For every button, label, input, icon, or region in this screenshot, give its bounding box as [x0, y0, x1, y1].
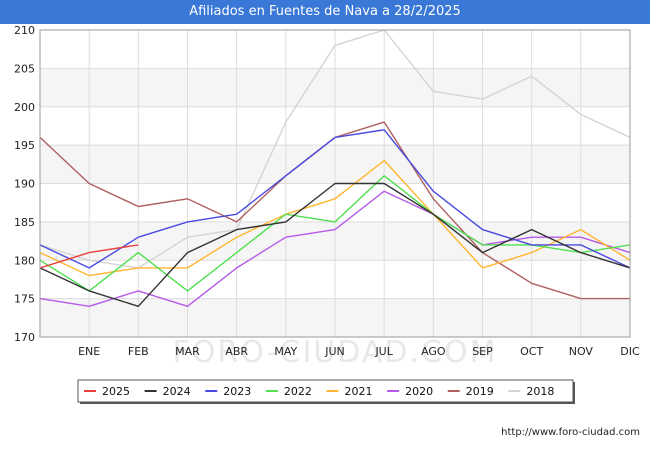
x-tick-label: AGO [421, 345, 446, 358]
x-tick-label: SEP [472, 345, 493, 358]
series-line-2024 [39, 182, 631, 307]
series-lines [39, 29, 631, 307]
series-line-2023 [39, 129, 631, 269]
y-tick-label: 185 [14, 216, 35, 229]
x-tick-label: MAY [274, 345, 297, 358]
y-tick-label: 205 [14, 62, 35, 75]
legend-label-2020: 2020 [405, 385, 433, 398]
legend-label-2021: 2021 [345, 385, 373, 398]
plot-frame [39, 29, 631, 338]
legend-label-2025: 2025 [102, 385, 130, 398]
watermark-text: FORO-CIUDAD.COM [173, 335, 498, 370]
x-tick-label: OCT [520, 345, 543, 358]
y-tick-label: 195 [14, 139, 35, 152]
series-line-2025 [39, 244, 139, 269]
source-url[interactable]: http://www.foro-ciudad.com [501, 427, 640, 438]
series-line-2020 [39, 190, 631, 307]
chart-title: Afiliados en Fuentes de Nava a 28/2/2025 [0, 0, 650, 24]
x-tick-label: ENE [78, 345, 100, 358]
x-tick-label: JUL [374, 345, 393, 358]
axes: 170 175 180 185 190 195 200 205 210 ENE FEB MAR ABR M… [14, 24, 640, 358]
x-tick-label: NOV [569, 345, 594, 358]
y-tick-label: 180 [14, 254, 35, 267]
grid [40, 29, 631, 338]
x-tick-label: JUN [324, 345, 345, 358]
y-tick-label: 200 [14, 101, 35, 114]
legend-box [77, 379, 574, 403]
x-tick-label: ABR [225, 345, 248, 358]
x-tick-label: FEB [128, 345, 149, 358]
y-tick-label: 175 [14, 293, 35, 306]
y-tick-label: 210 [14, 24, 35, 37]
legend-label-2019: 2019 [466, 385, 494, 398]
y-tick-label: 170 [14, 331, 35, 344]
legend-label-2022: 2022 [284, 385, 312, 398]
legend-label-2018: 2018 [526, 385, 554, 398]
series-line-2021 [39, 159, 631, 277]
legend-label-2023: 2023 [223, 385, 251, 398]
legend: 2025 2024 2023 2022 2021 2020 2019 2018 [77, 379, 575, 404]
legend-label-2024: 2024 [163, 385, 191, 398]
x-tick-label: MAR [175, 345, 200, 358]
x-tick-label: DIC [620, 345, 640, 358]
y-tick-label: 190 [14, 178, 35, 191]
